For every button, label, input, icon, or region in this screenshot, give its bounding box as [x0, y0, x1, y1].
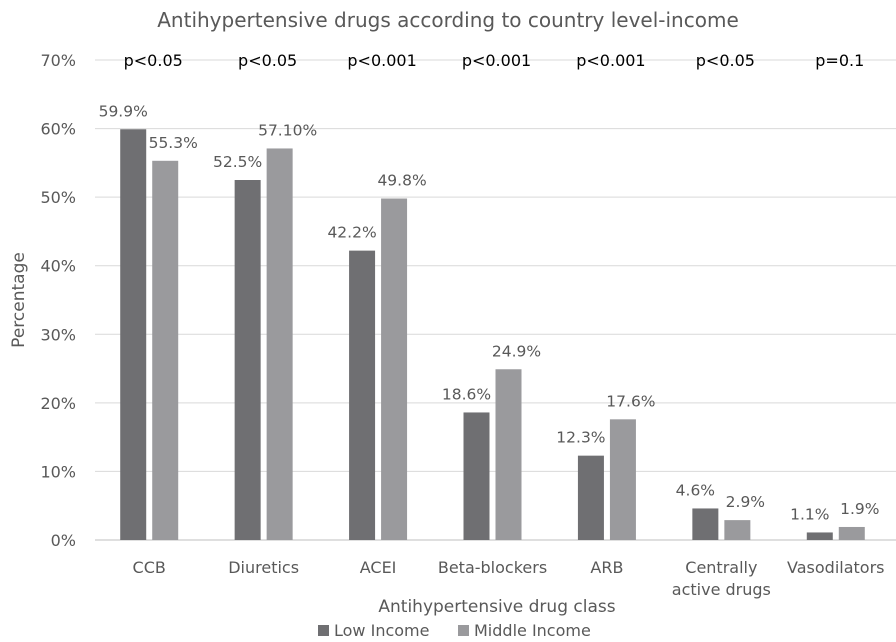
category-label: Vasodilators — [787, 558, 884, 577]
category-labels: CCB Diuretics ACEI Beta-blockers ARB Centrall… — [133, 558, 885, 599]
bar-low-income — [463, 412, 490, 540]
y-tick-label: 30% — [40, 325, 76, 344]
data-label: 59.9% — [99, 102, 148, 120]
y-tick-label: 20% — [40, 394, 76, 413]
p-value-label: p=0.1 — [815, 51, 864, 70]
data-label: 12.3% — [556, 429, 605, 447]
legend-swatch-low-income — [318, 625, 329, 636]
p-value-label: p<0.05 — [696, 51, 755, 70]
legend: Low Income Middle Income — [318, 621, 591, 640]
y-tick-label: 40% — [40, 257, 76, 276]
category-label: Centrally — [685, 558, 757, 577]
category-label: Diuretics — [228, 558, 299, 577]
p-value-label: p<0.05 — [238, 51, 297, 70]
y-tick-label: 70% — [40, 51, 76, 70]
data-label: 4.6% — [676, 481, 715, 499]
y-axis-label: Percentage — [9, 252, 29, 348]
chart-title: Antihypertensive drugs according to coun… — [157, 8, 739, 32]
data-label: 18.6% — [442, 385, 491, 403]
bar-middle-income — [266, 148, 293, 540]
bar-low-income — [692, 508, 719, 540]
bar-middle-income — [152, 160, 179, 541]
bar-middle-income — [381, 198, 408, 540]
bar-middle-income — [495, 369, 522, 540]
data-label: 24.9% — [492, 342, 541, 360]
category-label: ARB — [590, 558, 623, 577]
data-label: 42.2% — [327, 224, 376, 242]
data-labels: 59.9%55.3% 52.5% 57.10% 42.2% 49.8% 18.6% 24.9… — [99, 102, 880, 523]
bar-middle-income — [838, 526, 865, 540]
y-axis-ticks: 0% 10% 20% 30% 40% 50% 60% 70% — [40, 51, 76, 550]
bar-middle-income — [724, 520, 751, 540]
x-axis-label: Antihypertensive drug class — [378, 597, 615, 617]
y-tick-label: 50% — [40, 188, 76, 207]
legend-swatch-middle-income — [458, 625, 469, 636]
bar-low-income — [349, 250, 376, 540]
y-tick-label: 0% — [51, 531, 76, 550]
bar-low-income — [806, 532, 833, 540]
data-label: 49.8% — [377, 172, 426, 190]
category-label: ACEI — [360, 558, 397, 577]
y-tick-label: 10% — [40, 462, 76, 481]
bar-middle-income — [609, 419, 636, 540]
data-label: 52.5% — [213, 153, 262, 171]
data-label: 1.9% — [840, 500, 879, 518]
category-label: CCB — [133, 558, 166, 577]
bar-low-income — [577, 455, 604, 540]
data-label: 2.9% — [726, 493, 765, 511]
legend-label-low-income: Low Income — [334, 621, 429, 640]
p-value-label: p<0.001 — [462, 51, 531, 70]
y-tick-label: 60% — [40, 120, 76, 139]
bar-low-income — [120, 129, 147, 540]
bar-low-income — [234, 180, 261, 540]
p-value-labels: p<0.05 p<0.05 p<0.001 p<0.001 p<0.001 p<0.05 p… — [124, 51, 865, 70]
p-value-label: p<0.001 — [347, 51, 416, 70]
legend-label-middle-income: Middle Income — [474, 621, 591, 640]
bars — [120, 129, 865, 541]
p-value-label: p<0.05 — [124, 51, 183, 70]
category-label: Beta-blockers — [438, 558, 547, 577]
category-label: active drugs — [672, 580, 771, 599]
data-label: 55.3% — [149, 134, 198, 152]
data-label: 17.6% — [606, 392, 655, 410]
data-label: 1.1% — [790, 505, 829, 523]
data-label: 57.10% — [258, 121, 317, 139]
p-value-label: p<0.001 — [576, 51, 645, 70]
